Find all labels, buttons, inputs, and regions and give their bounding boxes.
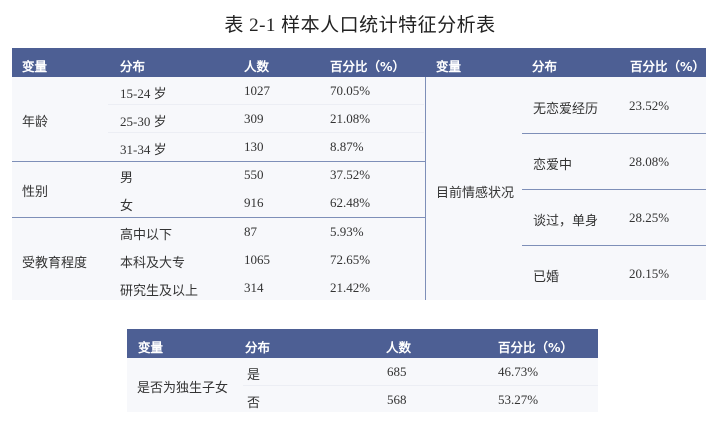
- header-variable: 变量: [138, 340, 164, 355]
- table-row-percent: 28.25%: [629, 210, 670, 225]
- table-row-distribution: 15-24 岁: [120, 86, 167, 101]
- column-divider: [425, 77, 426, 300]
- table-row-percent: 62.48%: [330, 195, 371, 210]
- table-row-distribution: 否: [247, 395, 261, 410]
- table-row-count: 1027: [244, 83, 270, 98]
- table-row-percent: 8.87%: [330, 139, 364, 154]
- table-row-count: 916: [244, 195, 264, 210]
- second-table-header: 变量 分布 人数 百分比（%）: [127, 329, 598, 358]
- table-row-percent: 53.27%: [498, 392, 539, 407]
- group-divider: [12, 217, 425, 218]
- table-row-percent: 46.73%: [498, 364, 539, 379]
- table-row-distribution: 男: [120, 170, 134, 185]
- variable-age: 年龄: [22, 114, 49, 129]
- table-row-distribution: 25-30 岁: [120, 114, 167, 129]
- table-row-distribution: 31-34 岁: [120, 142, 167, 157]
- table-row-distribution: 是: [247, 367, 261, 382]
- row-divider: [522, 189, 706, 190]
- table-row-percent: 21.08%: [330, 111, 371, 126]
- table-row-percent: 72.65%: [330, 252, 371, 267]
- variable-relationship: 目前情感状况: [436, 185, 515, 200]
- table-row-percent: 20.15%: [629, 266, 670, 281]
- row-divider: [108, 132, 424, 133]
- table-row-count: 550: [244, 167, 264, 182]
- table-row-count: 309: [244, 111, 264, 126]
- table-row-distribution: 研究生及以上: [120, 283, 199, 298]
- header-distribution-right: 分布: [532, 59, 558, 74]
- variable-gender: 性别: [22, 184, 49, 199]
- row-divider: [108, 104, 424, 105]
- variable-only-child: 是否为独生子女: [137, 380, 229, 395]
- table-row-distribution: 高中以下: [120, 227, 173, 242]
- table-row-percent: 21.42%: [330, 280, 371, 295]
- header-percent: 百分比（%）: [498, 340, 574, 355]
- table-row-percent: 70.05%: [330, 83, 371, 98]
- main-table-header: 变量 分布 人数 百分比（%） 变量 分布 百分比（%）: [12, 48, 706, 77]
- header-variable: 变量: [22, 59, 48, 74]
- group-divider: [12, 161, 425, 162]
- table-row-count: 1065: [244, 252, 270, 267]
- table-row-percent: 37.52%: [330, 167, 371, 182]
- table-title: 表 2-1 样本人口统计特征分析表: [224, 15, 496, 36]
- table-row-count: 314: [244, 280, 264, 295]
- header-count: 人数: [386, 340, 412, 355]
- table-row-percent: 5.93%: [330, 224, 364, 239]
- table-row-count: 130: [244, 139, 264, 154]
- table-row-distribution: 无恋爱经历: [533, 101, 599, 116]
- header-percent-right: 百分比（%）: [630, 59, 706, 74]
- header-distribution: 分布: [120, 59, 146, 74]
- table-row-percent: 23.52%: [629, 98, 670, 113]
- row-divider: [243, 385, 598, 386]
- row-divider: [522, 133, 706, 134]
- header-count: 人数: [244, 59, 270, 74]
- table-row-distribution: 恋爱中: [533, 157, 573, 172]
- table-row-distribution: 谈过，单身: [533, 213, 599, 228]
- variable-education: 受教育程度: [22, 255, 88, 270]
- table-row-count: 685: [387, 364, 407, 379]
- header-distribution: 分布: [245, 340, 271, 355]
- table-row-count: 87: [244, 224, 257, 239]
- table-row-count: 568: [387, 392, 407, 407]
- table-row-distribution: 本科及大专: [120, 255, 186, 270]
- table-row-percent: 28.08%: [629, 154, 670, 169]
- header-variable-right: 变量: [436, 59, 462, 74]
- row-divider: [522, 245, 706, 246]
- table-row-distribution: 已婚: [533, 269, 560, 284]
- header-percent: 百分比（%）: [330, 59, 406, 74]
- table-row-distribution: 女: [120, 198, 134, 213]
- main-table-body: [12, 77, 706, 300]
